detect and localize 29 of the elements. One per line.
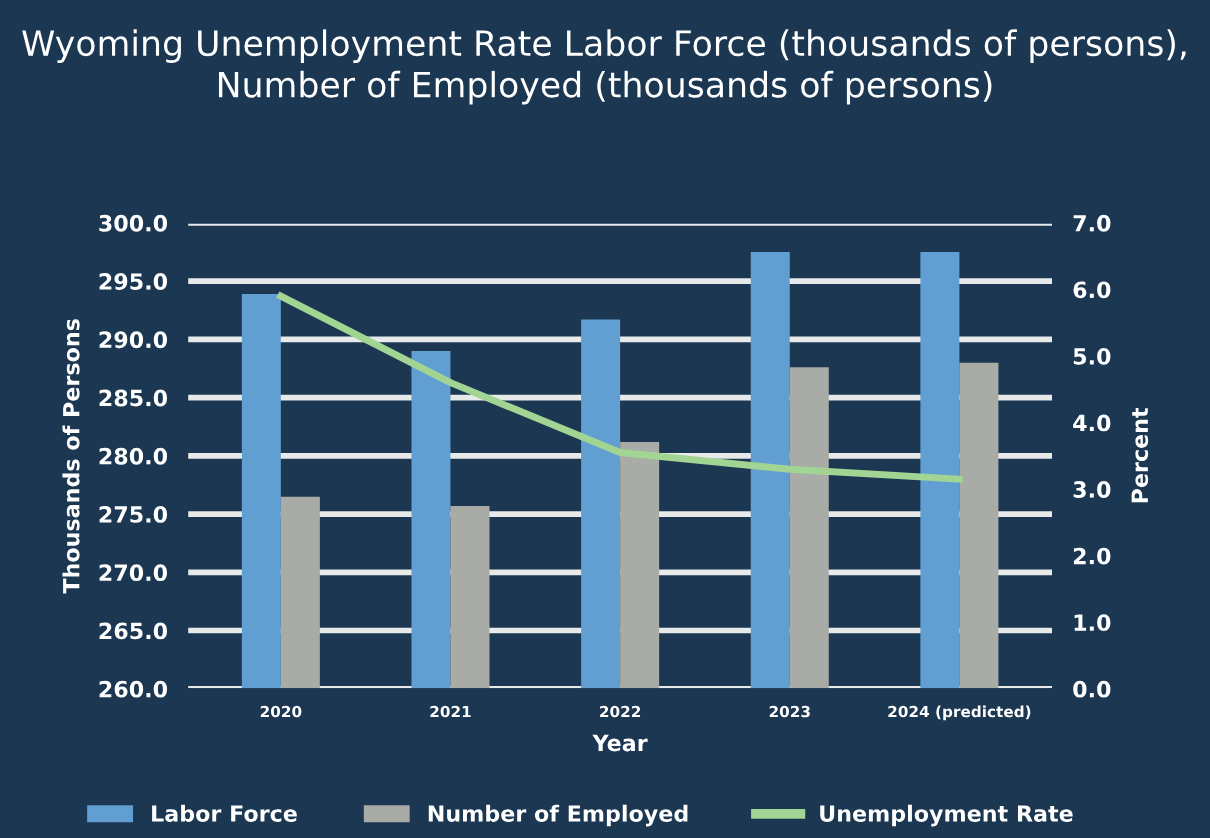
y-tick-label: 270.0: [99, 564, 168, 582]
legend-label: Unemployment Rate: [820, 804, 1073, 827]
x-tick-label: 2023: [769, 705, 810, 718]
y-axis-title: Thousands of Persons: [62, 319, 80, 594]
legend-label: Labor Force: [152, 804, 297, 822]
x-tick-label: 2022: [600, 705, 641, 718]
y-tick-label: 280.0: [99, 447, 168, 465]
y2-tick-label: 5.0: [1073, 347, 1111, 365]
x-tick-label: 2024 (predicted): [888, 705, 1031, 721]
y-tick-label: 300.0: [99, 214, 168, 232]
y-tick-label: 260.0: [99, 680, 168, 698]
y-tick-label: 265.0: [99, 622, 168, 640]
y2-tick-label: 4.0: [1073, 414, 1111, 432]
y-tick-label: 295.0: [99, 273, 168, 290]
y2-tick-label: 7.0: [1073, 214, 1111, 232]
y2-tick-label: 6.0: [1073, 281, 1111, 299]
y-tick-label: 275.0: [99, 506, 168, 523]
y-tick-label: 290.0: [99, 331, 168, 349]
chart-title: Wyoming Unemployment Rate Labor Force (thousands of persons), Number of Employed (thousands of persons): [22, 29, 1186, 105]
y2-axis-title: Percent: [1131, 407, 1149, 503]
x-axis-title: Year: [592, 734, 648, 752]
y2-tick-label: 3.0: [1073, 481, 1111, 498]
y2-tick-label: 0.0: [1073, 680, 1111, 698]
y2-tick-label: 1.0: [1074, 614, 1111, 632]
x-tick-label: 2021: [430, 705, 471, 718]
legend-label: Number of Employed: [428, 804, 688, 827]
y2-tick-label: 2.0: [1073, 547, 1111, 565]
x-tick-label: 2020: [260, 705, 302, 718]
y-tick-label: 285.0: [99, 389, 168, 407]
